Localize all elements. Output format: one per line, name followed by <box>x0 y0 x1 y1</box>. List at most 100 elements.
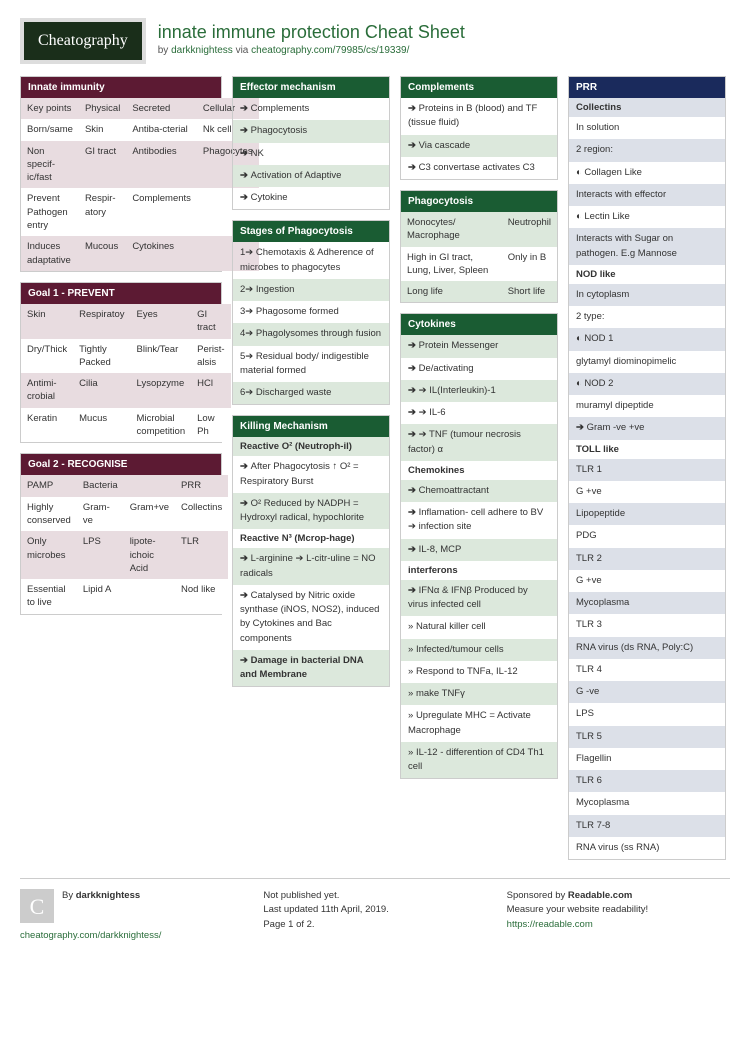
list-item: Interacts with effector <box>569 184 725 206</box>
table-row: Antimi-crobialCiliaLysopzymeHCl <box>21 373 231 408</box>
sub-heading: Collectins <box>569 98 725 117</box>
box-phagocytosis: Phagocytosis Monocytes/ MacrophageNeutro… <box>400 190 558 303</box>
list-item: RNA virus (ds RNA, Poly:C) <box>569 637 725 659</box>
list-item: Protein Messenger <box>401 335 557 357</box>
table-cell: Dry/Thick <box>21 339 73 374</box>
table-row: Prevent Pathogen entryRespir-atoryComple… <box>21 188 259 236</box>
table-cell: Gram+ve <box>124 497 175 532</box>
table-cell: Prevent Pathogen entry <box>21 188 79 236</box>
table-cell: Physical <box>79 98 126 119</box>
table-cell: Microbial competition <box>131 408 192 443</box>
list-item: ➔ IL(Interleukin)-1 <box>401 380 557 402</box>
list-item: Activation of Adaptive <box>233 165 389 187</box>
page-footer: C By darkknightess cheatography.com/dark… <box>20 878 730 943</box>
content-columns: Innate immunity Key pointsPhysicalSecret… <box>20 76 730 860</box>
list-item: G -ve <box>569 681 725 703</box>
sponsor-tagline: Measure your website readability! <box>507 903 730 917</box>
list-item: make TNFγ <box>401 683 557 705</box>
table-cell: TLR <box>175 531 228 579</box>
table-cell <box>124 579 175 614</box>
table-cell: LPS <box>77 531 124 579</box>
table-cell: Highly conserved <box>21 497 77 532</box>
page-title: innate immune protection Cheat Sheet <box>158 22 465 43</box>
list-item: ➔ TNF (tumour necrosis factor) α <box>401 424 557 461</box>
table-row: Born/sameSkinAntiba-cterialNk cell <box>21 119 259 140</box>
sub-heading: Reactive N³ (Mcrop-hage) <box>233 529 389 548</box>
box-title: Killing Mechanism <box>233 416 389 437</box>
table-cell: Monocytes/ Macrophage <box>401 212 502 247</box>
table-cell: GI tract <box>79 141 126 189</box>
list-item: 2 type: <box>569 306 725 328</box>
table-cell: lipote-ichoic Acid <box>124 531 175 579</box>
list-item: glytamyl diominopimelic <box>569 351 725 373</box>
list-item: Lipopeptide <box>569 503 725 525</box>
sub-heading: Chemokines <box>401 461 557 480</box>
footer-author: darkknightess <box>76 890 140 901</box>
table-cell: Long life <box>401 281 502 302</box>
list-item: 6➔ Discharged waste <box>233 382 389 404</box>
list-item: NOD 2 <box>569 373 725 395</box>
author-profile-link[interactable]: cheatography.com/darkknightess/ <box>20 930 161 941</box>
list-item: Collagen Like <box>569 162 725 184</box>
table-cell: Complements <box>126 188 197 236</box>
table-cell: Respir-atory <box>79 188 126 236</box>
table-cell: Nod like <box>175 579 228 614</box>
list-item: O² Reduced by NADPH = Hydroxyl radical, … <box>233 493 389 530</box>
list-item: Cytokine <box>233 187 389 209</box>
list-item: TLR 1 <box>569 459 725 481</box>
table-cell: Tightly Packed <box>73 339 130 374</box>
list-item: Upregulate MHC = Activate Macrophage <box>401 705 557 742</box>
table-cell: Short life <box>502 281 557 302</box>
table-cell: Non specif-ic/fast <box>21 141 79 189</box>
last-updated: Last updated 11th April, 2019. <box>263 903 486 917</box>
table-cell: Antimi-crobial <box>21 373 73 408</box>
list-item: G +ve <box>569 481 725 503</box>
list-item: Inflamation- cell adhere to BV ➔ infecti… <box>401 502 557 539</box>
table-row: Induces adaptativeMucousCytokines <box>21 236 259 271</box>
sponsor-link[interactable]: https://readable.com <box>507 919 593 930</box>
table-cell: Bacteria <box>77 475 124 496</box>
box-title: Stages of Phagocytosis <box>233 221 389 242</box>
author-badge-icon: C <box>20 889 54 923</box>
list-item: De/activating <box>401 358 557 380</box>
list-item: muramyl dipeptide <box>569 395 725 417</box>
list-item: Via cascade <box>401 135 557 157</box>
list-item: 2 region: <box>569 139 725 161</box>
list-item: Proteins in B (blood) and TF (tissue flu… <box>401 98 557 135</box>
table-row: High in GI tract, Lung, Liver, SpleenOnl… <box>401 247 557 282</box>
table-cell: High in GI tract, Lung, Liver, Spleen <box>401 247 502 282</box>
box-stages: Stages of Phagocytosis 1➔ Chemotaxis & A… <box>232 220 390 405</box>
table-cell: Key points <box>21 98 79 119</box>
box-title: Goal 2 - RECOGNISE <box>21 454 221 475</box>
list-item: Damage in bacterial DNA and Membrane <box>233 650 389 687</box>
author-link[interactable]: darkknightess <box>171 45 233 56</box>
table-cell: Induces adaptative <box>21 236 79 271</box>
logo-badge: Cheatography <box>20 18 146 64</box>
table-row: Key pointsPhysicalSecretedCellular <box>21 98 259 119</box>
table-cell: PAMP <box>21 475 77 496</box>
list-item: Infected/tumour cells <box>401 639 557 661</box>
table-row: Long lifeShort life <box>401 281 557 302</box>
box-effector: Effector mechanism ComplementsPhagocytos… <box>232 76 390 210</box>
source-url-link[interactable]: cheatography.com/79985/cs/19339/ <box>251 45 409 56</box>
box-goal1: Goal 1 - PREVENT SkinRespiratoyEyesGI tr… <box>20 282 222 443</box>
list-item: LPS <box>569 703 725 725</box>
list-item: IL-8, MCP <box>401 539 557 561</box>
table-cell: Essential to live <box>21 579 77 614</box>
list-item: G +ve <box>569 570 725 592</box>
page-number: Page 1 of 2. <box>263 918 486 932</box>
list-item: Lectin Like <box>569 206 725 228</box>
list-item: 2➔ Ingestion <box>233 279 389 301</box>
sub-heading: Reactive O² (Neutroph-il) <box>233 437 389 456</box>
list-item: TLR 5 <box>569 726 725 748</box>
byline: by darkknightess via cheatography.com/79… <box>158 45 465 56</box>
box-title: Innate immunity <box>21 77 221 98</box>
table-cell: Only microbes <box>21 531 77 579</box>
table-row: Non specif-ic/fastGI tractAntibodiesPhag… <box>21 141 259 189</box>
table-cell: Skin <box>21 304 73 339</box>
table-cell: Antiba-cterial <box>126 119 197 140</box>
sub-heading: NOD like <box>569 265 725 284</box>
list-item: TLR 2 <box>569 548 725 570</box>
list-item: PDG <box>569 525 725 547</box>
box-killing: Killing Mechanism Reactive O² (Neutroph-… <box>232 415 390 687</box>
